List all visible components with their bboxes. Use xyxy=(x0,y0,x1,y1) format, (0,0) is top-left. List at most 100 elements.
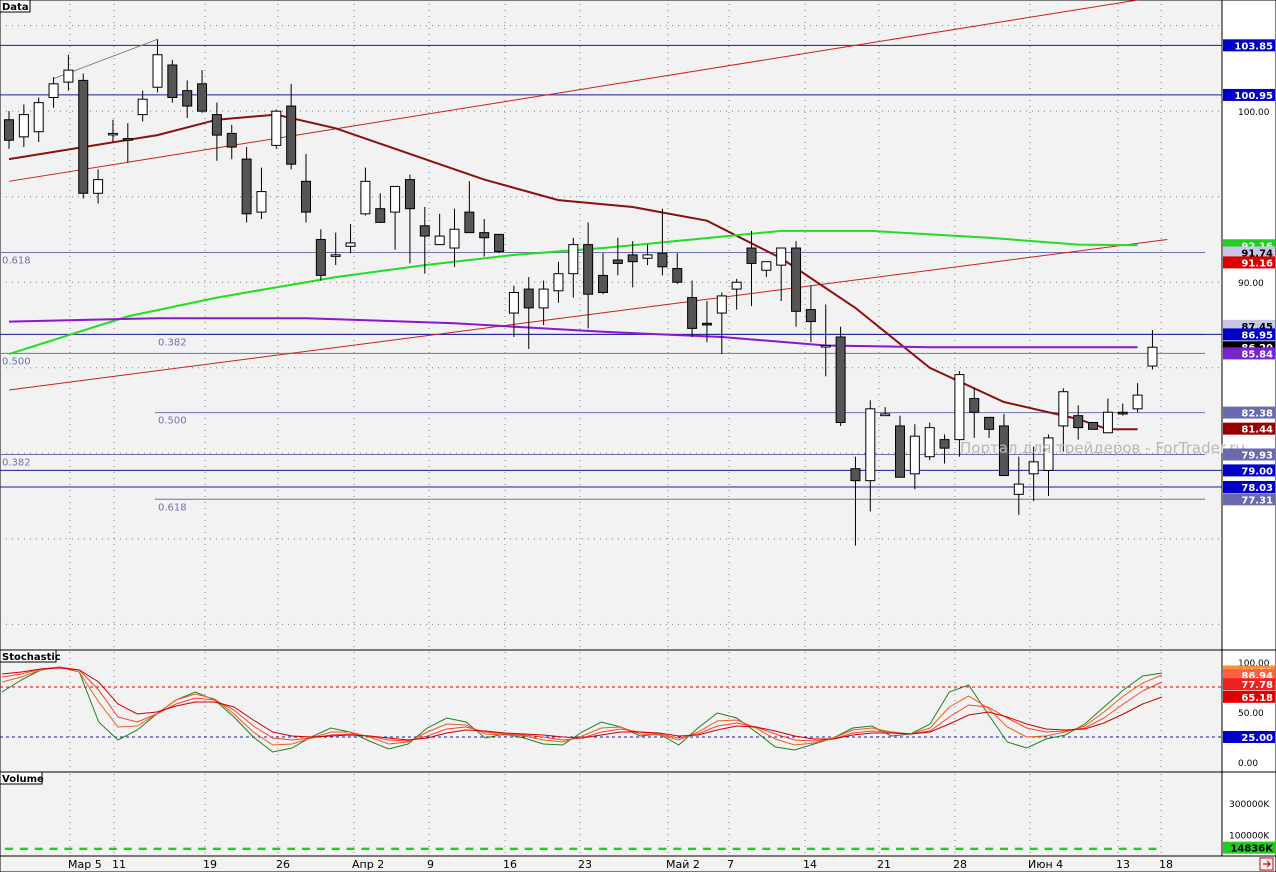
volume-bar xyxy=(435,847,444,850)
candle-body xyxy=(63,69,74,83)
candle-body xyxy=(226,132,237,148)
level-label: 91.16 xyxy=(1241,258,1273,269)
fib-label: 0.618 xyxy=(158,502,187,513)
volume-bar xyxy=(480,847,489,850)
candle-body xyxy=(880,413,891,417)
candle-body xyxy=(241,158,252,215)
candle xyxy=(761,261,772,278)
level-label-box xyxy=(1223,256,1275,269)
volume-bar xyxy=(613,847,622,850)
candle-body xyxy=(211,114,222,136)
candle-body xyxy=(286,105,297,165)
channel-line xyxy=(8,0,1138,182)
candle xyxy=(479,218,490,257)
candle-body xyxy=(152,54,163,88)
candle-body xyxy=(1088,422,1099,430)
candle xyxy=(1132,383,1143,413)
level-label: 78.03 xyxy=(1241,483,1273,494)
candle xyxy=(687,280,698,337)
candle xyxy=(182,80,193,119)
volume-bar xyxy=(1148,847,1157,850)
candle xyxy=(880,407,891,417)
moving-average-line xyxy=(8,113,1138,431)
volume-bar xyxy=(272,847,281,850)
x-tick-label: 16 xyxy=(503,858,517,871)
fib-label: 0.382 xyxy=(2,457,31,468)
volume-panel-title: Volume xyxy=(2,774,44,785)
level-label: 86.95 xyxy=(1241,330,1273,341)
level-label-box xyxy=(1223,347,1275,360)
candle xyxy=(419,206,430,274)
y-tick-labels: 100.00 90.00 100.00 50.00 0.00 300000K 100000K xyxy=(1229,108,1270,841)
stoch-panel xyxy=(0,649,1223,773)
x-tick-label: Июн 4 xyxy=(1028,858,1063,871)
candle xyxy=(1013,456,1024,515)
volume-bar xyxy=(1118,847,1127,850)
candle-body xyxy=(984,416,995,430)
level-label: 91.74 xyxy=(1241,248,1273,259)
x-tick-label: 7 xyxy=(727,858,734,871)
level-label: 100.95 xyxy=(1234,91,1273,102)
x-tick-label: 9 xyxy=(427,858,434,871)
volume-bar xyxy=(495,847,504,850)
level-label-box xyxy=(1223,39,1275,52)
candle-body xyxy=(256,191,267,213)
candle xyxy=(33,97,44,142)
candle-body xyxy=(939,439,950,449)
candle xyxy=(716,292,727,355)
candle xyxy=(226,124,237,160)
volume-bar xyxy=(970,847,979,850)
candle xyxy=(984,416,995,438)
volume-tick-label: 300000K xyxy=(1229,800,1270,810)
volume-bar xyxy=(1074,847,1083,850)
volume-bar xyxy=(212,847,221,850)
volume-bar xyxy=(985,847,994,850)
volume-bar xyxy=(999,847,1008,850)
candle xyxy=(152,39,163,93)
level-label-box xyxy=(1223,88,1275,101)
candle-body xyxy=(33,102,44,133)
candle xyxy=(672,253,683,284)
candle-body xyxy=(301,180,311,213)
candle-body xyxy=(835,336,846,424)
volume-bar xyxy=(287,847,296,850)
volume-bar xyxy=(123,847,132,850)
candle xyxy=(434,213,445,246)
volume-panel xyxy=(0,771,1223,857)
moving-averages xyxy=(8,113,1138,431)
stoch-tick-label: 100.00 xyxy=(1238,659,1270,669)
level-labels: 103.85100.9592.1691.7491.1687.4586.9586.… xyxy=(1223,39,1275,855)
candle xyxy=(553,261,564,303)
candle-body xyxy=(508,292,519,314)
volume-bar xyxy=(1014,847,1023,850)
candle-body xyxy=(998,425,1009,477)
candle xyxy=(1147,330,1158,370)
volume-bar xyxy=(331,847,340,850)
volume-bar xyxy=(940,847,949,850)
candle xyxy=(167,59,178,103)
candle xyxy=(390,185,401,250)
candle-body xyxy=(805,309,816,323)
level-label: 85.84 xyxy=(1241,349,1273,360)
candle xyxy=(1058,388,1069,452)
level-label-box xyxy=(1223,448,1275,461)
volume-bar xyxy=(881,847,890,850)
candle-body xyxy=(137,98,148,116)
candle xyxy=(286,83,297,170)
candle xyxy=(211,102,222,161)
candle-body xyxy=(1117,411,1128,415)
volume-bar xyxy=(49,847,58,850)
volume-bar xyxy=(302,847,310,850)
candle-body xyxy=(48,83,59,98)
candle xyxy=(805,285,816,343)
stoch-tick-label: 0.00 xyxy=(1238,759,1258,769)
candle xyxy=(1043,434,1054,497)
candle xyxy=(256,167,267,219)
candle xyxy=(909,424,920,490)
candle-body xyxy=(642,254,653,259)
volume-bar xyxy=(108,847,117,850)
volume-bar xyxy=(747,847,756,850)
level-label-box xyxy=(1223,678,1275,691)
candle-body xyxy=(523,288,534,309)
